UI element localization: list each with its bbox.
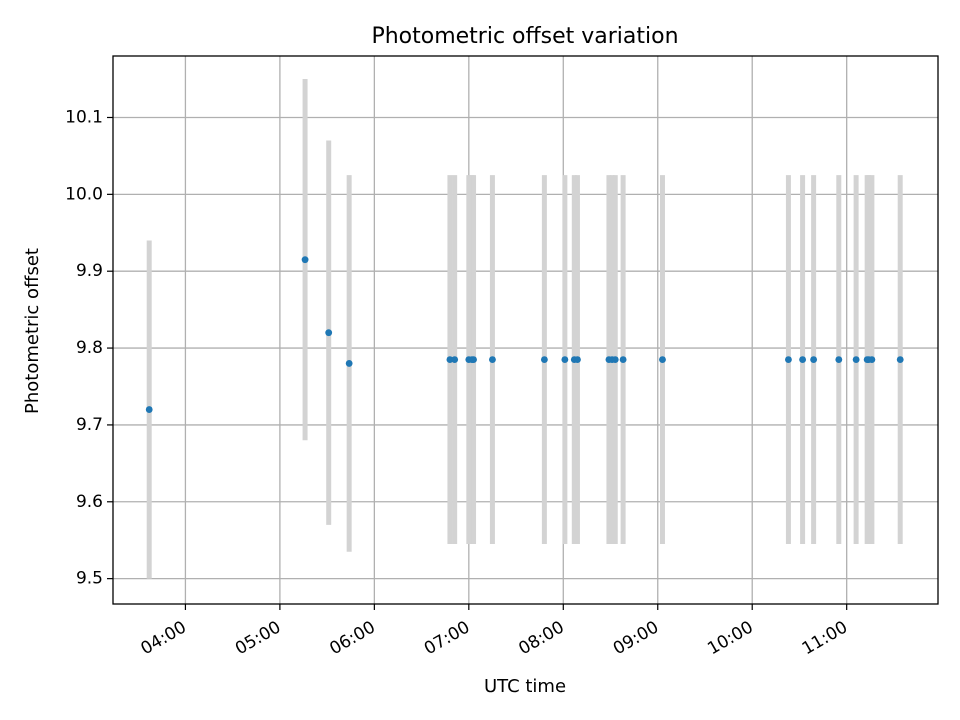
data-point	[561, 356, 569, 363]
y-tick-label: 9.5	[76, 569, 103, 589]
data-point	[810, 356, 818, 363]
data-point	[785, 356, 792, 363]
data-point	[611, 356, 619, 363]
data-point	[451, 356, 459, 363]
data-point	[489, 356, 496, 363]
data-point	[446, 356, 454, 363]
data-point	[835, 356, 843, 363]
data-point	[540, 356, 548, 363]
data-point	[799, 356, 806, 363]
y-tick-label: 9.9	[76, 261, 103, 281]
data-point	[896, 356, 904, 363]
y-tick-label: 10.1	[65, 107, 103, 127]
y-tick-label: 9.7	[76, 415, 103, 435]
data-point	[852, 356, 860, 363]
data-point	[868, 356, 876, 363]
plot-frame	[112, 55, 939, 605]
data-point	[345, 360, 353, 367]
data-point	[470, 356, 477, 363]
data-points	[145, 256, 904, 413]
y-tick-label: 10.0	[65, 184, 103, 204]
y-tick-label: 9.8	[76, 338, 103, 358]
y-axis-label: Photometric offset	[22, 248, 43, 414]
data-point	[574, 356, 581, 363]
data-point	[659, 356, 666, 363]
y-tick-label: 9.6	[76, 492, 103, 512]
chart-title: Photometric offset variation	[371, 24, 678, 49]
x-axis-label: UTC time	[484, 676, 566, 697]
data-point	[145, 406, 153, 413]
data-point	[301, 256, 309, 264]
data-point	[619, 356, 627, 363]
data-point	[325, 329, 333, 337]
